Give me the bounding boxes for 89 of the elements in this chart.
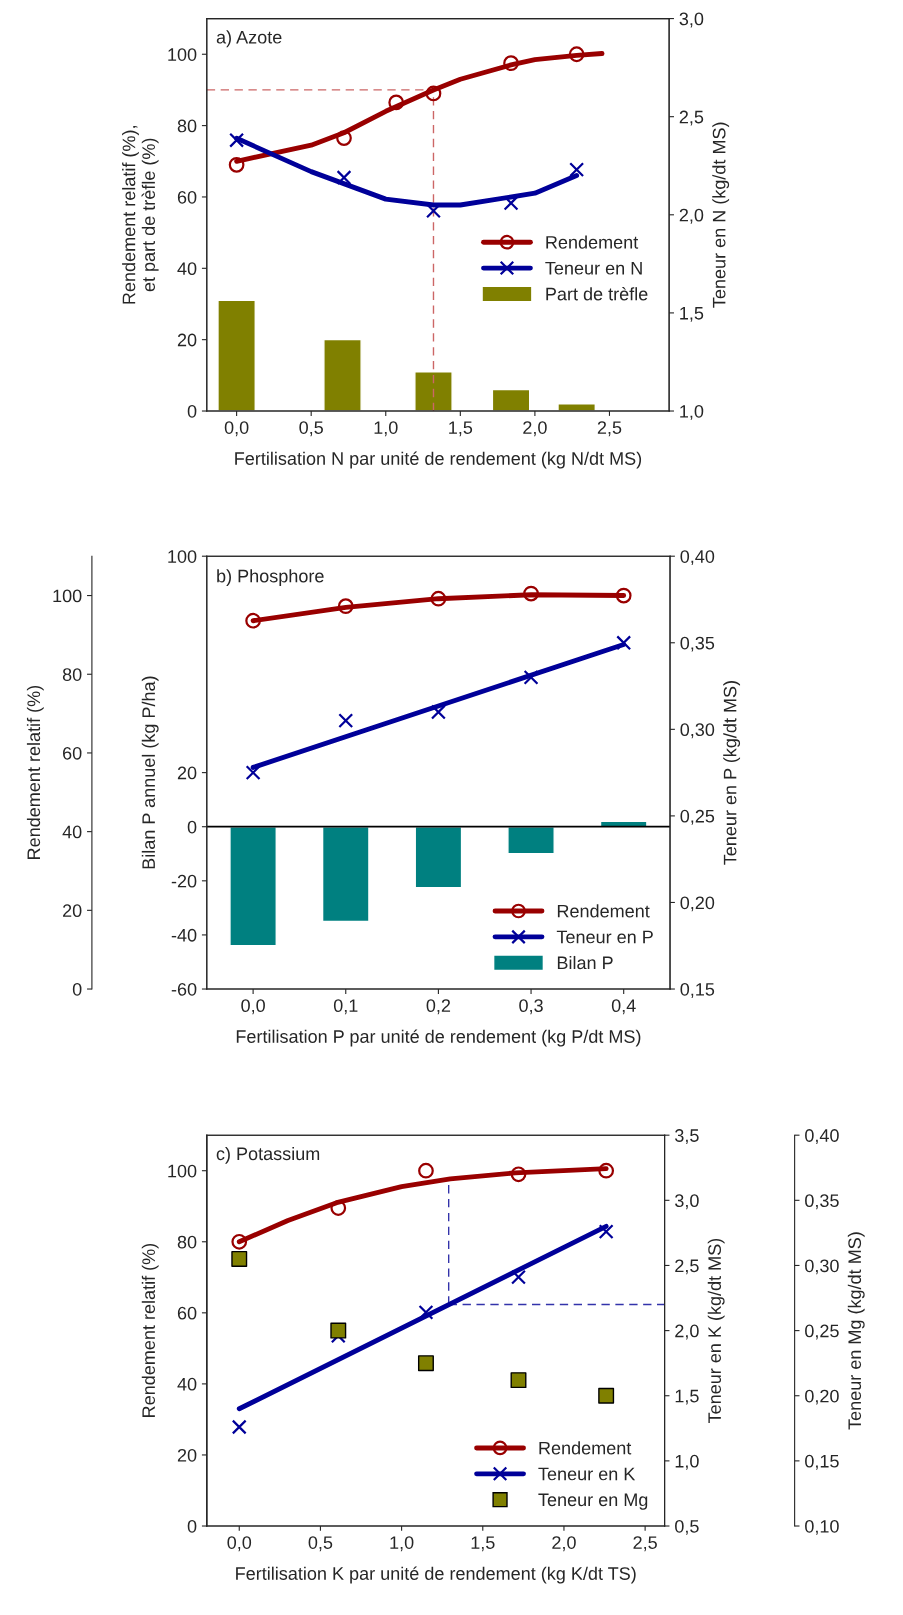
- y3-axis-title: Rendement relatif (%): [26, 685, 44, 859]
- text: a) Azote: [216, 30, 282, 48]
- y2-tick-label: 0,20: [680, 896, 715, 912]
- x-axis-title: Fertilisation N par unité de rendement (kg N/dt MS): [235, 451, 642, 469]
- y2-axis-title: Teneur en N (kg/dt MS): [712, 122, 730, 308]
- y2-tick-label: 0,25: [680, 809, 715, 825]
- y-tick-label: 0: [187, 820, 197, 834]
- legend-label: Rendement: [539, 1441, 632, 1455]
- y2-tick-label: 2,5: [679, 110, 704, 126]
- text: b) Phosphore: [217, 569, 324, 587]
- y2-axis-title: Teneur en K (kg/dt MS): [707, 1238, 725, 1424]
- text: c) Potassium: [216, 1146, 320, 1164]
- x-tick-label: 0,0: [224, 421, 249, 437]
- y-tick-label: 100: [168, 1164, 197, 1178]
- y2-tick-label: 3,0: [679, 12, 704, 28]
- y3-tick-label: 0,40: [805, 1129, 839, 1145]
- x-tick-label: 2,0: [552, 1536, 576, 1552]
- y-tick-label: 40: [177, 1377, 197, 1391]
- x-tick-label: 0,0: [241, 999, 265, 1015]
- y3-tick-label: 0,20: [805, 1389, 839, 1405]
- legend-label: Teneur en N: [545, 261, 642, 275]
- x-tick-label: 0,5: [308, 1536, 333, 1552]
- y2-axis-title: Teneur en P (kg/dt MS): [723, 681, 741, 865]
- y-tick-label: 100: [168, 550, 197, 563]
- y3-tick-label: 0,15: [805, 1454, 839, 1470]
- y-tick-label: 0: [187, 1519, 197, 1533]
- y2-tick-label: 0,40: [680, 550, 715, 566]
- y-tick-label: 100: [168, 48, 197, 61]
- y2-tick-label: 0,5: [675, 1519, 699, 1535]
- y3-tick-label: 100: [53, 589, 82, 603]
- y2-tick-label: 3,5: [675, 1129, 699, 1145]
- x-tick-label: 2,5: [633, 1536, 657, 1552]
- x-tick-label: 2,5: [597, 421, 622, 437]
- x-tick-label: 0,0: [227, 1536, 252, 1552]
- y2-tick-label: 2,0: [679, 208, 704, 224]
- y-tick-label: 80: [177, 1235, 197, 1249]
- y3-tick-label: 20: [63, 904, 82, 918]
- y2-tick-label: 2,0: [675, 1324, 699, 1340]
- y3-tick-label: 40: [62, 825, 82, 839]
- y3-tick-label: 0,35: [805, 1194, 839, 1210]
- y2-tick-label: 0,30: [680, 723, 715, 739]
- y2-tick-label: 3,0: [675, 1194, 699, 1210]
- y3-tick-label: 0,30: [805, 1259, 839, 1275]
- y3-tick-label: 80: [62, 668, 82, 681]
- y-tick-label: -40: [171, 928, 197, 942]
- x-axis-title: Fertilisation K par unité de rendement (kg K/dt TS): [236, 1566, 636, 1584]
- x-tick-label: 0,4: [611, 999, 636, 1015]
- y3-tick-label: 0,25: [805, 1324, 839, 1340]
- y3-tick-label: 0: [72, 982, 82, 996]
- y-axis-title: Rendement relatif (%), et part de trèfle (%): [122, 126, 159, 304]
- legend-label: Teneur en K: [538, 1467, 636, 1481]
- y2-tick-label: 0,35: [680, 636, 715, 652]
- y-tick-label: 60: [177, 1306, 197, 1320]
- y-tick-label: -60: [171, 982, 197, 996]
- x-tick-label: 0,1: [333, 999, 358, 1015]
- x-tick-label: 0,5: [299, 421, 323, 437]
- legend-label: Rendement: [546, 235, 639, 249]
- legend-label: Teneur en P: [556, 930, 653, 944]
- y3-tick-label: 60: [63, 746, 82, 760]
- y3-axis-title: Teneur en Mg (kg/dt MS): [847, 1232, 865, 1430]
- y3-tick-label: 0,10: [805, 1519, 839, 1535]
- x-tick-label: 2,0: [523, 421, 547, 437]
- y-tick-label: 60: [177, 190, 197, 204]
- x-axis-title: Fertilisation P par unité de rendement (kg P/dt MS): [236, 1029, 641, 1047]
- y-tick-label: 40: [177, 262, 197, 276]
- x-tick-label: 1,5: [471, 1536, 495, 1552]
- x-tick-label: 1,0: [390, 1536, 414, 1552]
- y-tick-label: 80: [177, 119, 197, 133]
- y2-tick-label: 1,5: [675, 1389, 699, 1405]
- y-tick-label: -20: [171, 874, 197, 888]
- legend-label: Bilan P: [557, 955, 613, 970]
- y2-tick-label: 1,5: [680, 307, 704, 322]
- y-tick-label: 20: [177, 333, 197, 347]
- y-axis-title: Rendement relatif (%): [141, 1243, 159, 1417]
- legend-label: Part de trèfle: [546, 286, 648, 301]
- y-tick-label: 0: [187, 404, 197, 418]
- y2-tick-label: 1,0: [675, 1454, 699, 1470]
- legend-label: Teneur en Mg: [538, 1493, 648, 1510]
- y2-tick-label: 2,5: [675, 1259, 699, 1275]
- x-tick-label: 0,3: [519, 999, 543, 1015]
- legend-label: Rendement: [557, 904, 650, 918]
- x-tick-label: 1,5: [449, 421, 473, 437]
- y-tick-label: 20: [177, 766, 197, 780]
- x-tick-label: 0,2: [426, 999, 451, 1015]
- y2-tick-label: 0,15: [680, 982, 715, 998]
- y2-tick-label: 1,0: [680, 404, 704, 420]
- y-axis-title: Bilan P annuel (kg P/ha): [141, 676, 159, 869]
- x-tick-label: 1,0: [374, 421, 398, 437]
- y-tick-label: 20: [177, 1448, 197, 1462]
